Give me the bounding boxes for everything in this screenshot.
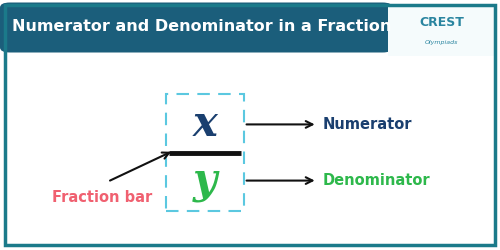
Text: x: x (192, 104, 218, 146)
Text: y: y (193, 160, 217, 202)
Text: Olympiads: Olympiads (425, 40, 458, 45)
Text: Numerator: Numerator (322, 117, 412, 132)
Text: CREST: CREST (419, 16, 464, 29)
Text: Denominator: Denominator (322, 173, 430, 188)
Text: Fraction bar: Fraction bar (52, 190, 153, 205)
Text: Numerator and Denominator in a Fraction: Numerator and Denominator in a Fraction (12, 19, 392, 34)
Bar (166, 94, 244, 211)
